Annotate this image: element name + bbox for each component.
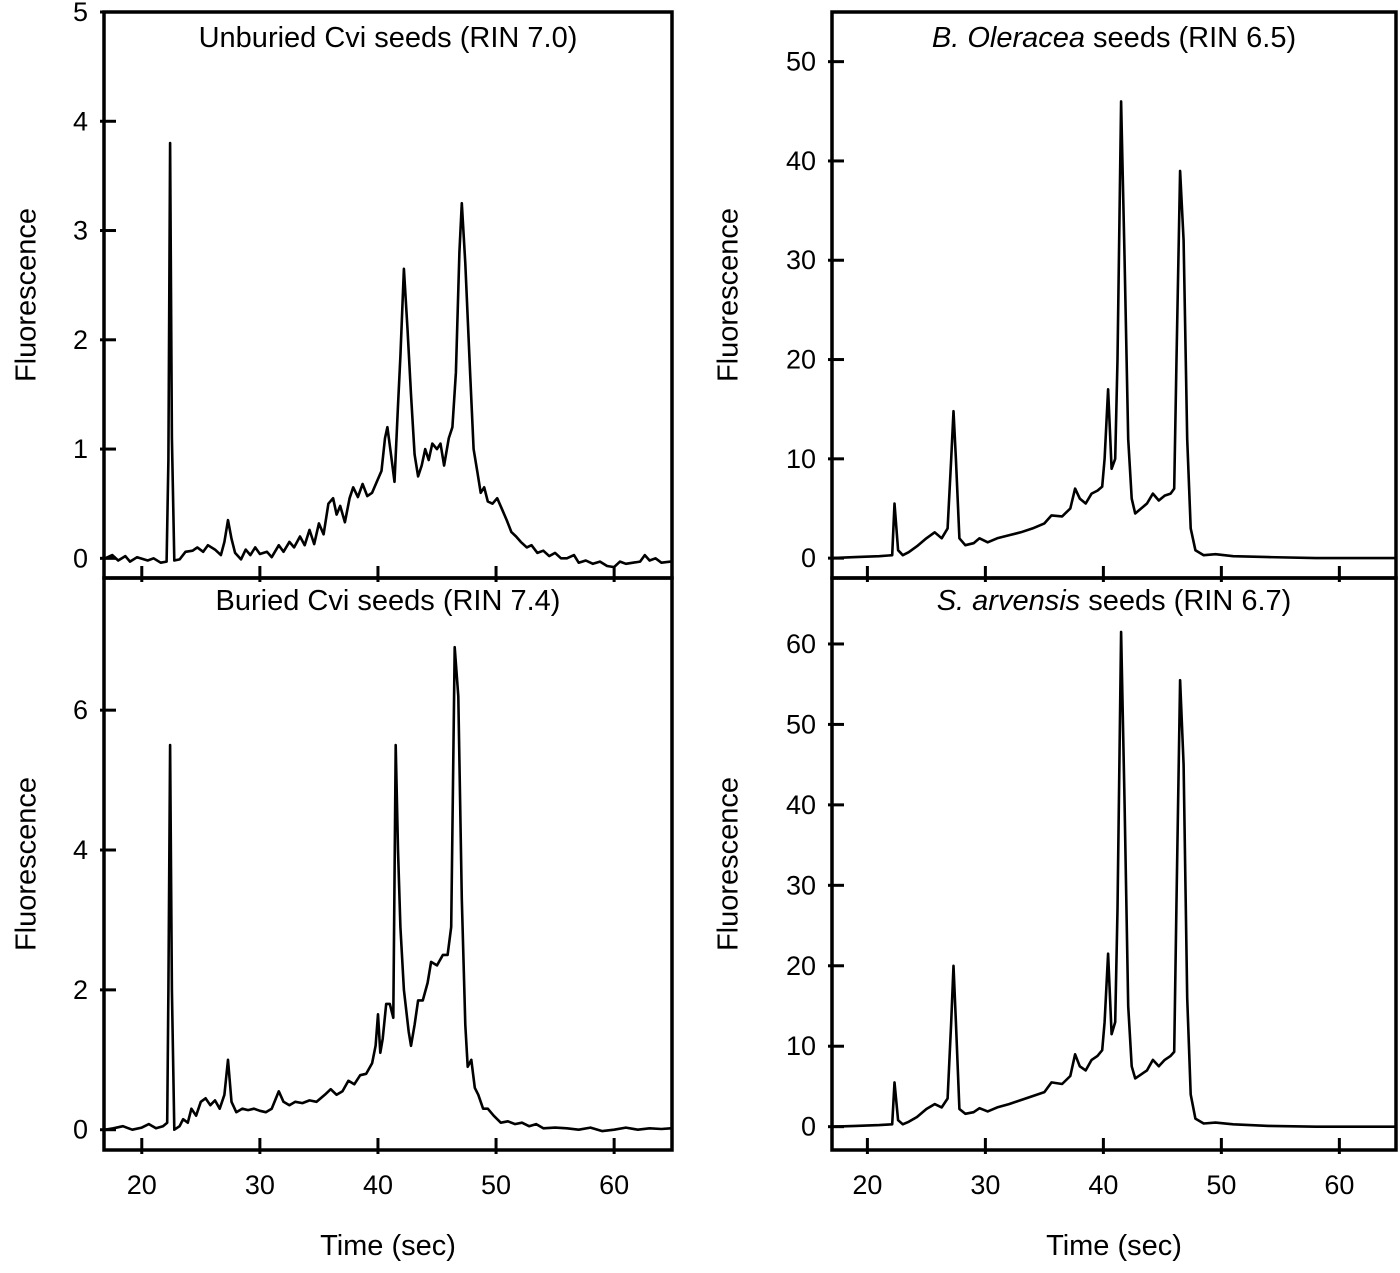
x-tick-label: 20: [852, 1170, 882, 1200]
y-tick-label: 4: [73, 106, 88, 136]
y-tick-label: 0: [73, 543, 88, 573]
series-line: [831, 100, 1396, 560]
panel-title-italic: B. Oleracea: [932, 22, 1085, 54]
x-tick-label: 20: [127, 1170, 157, 1200]
y-tick-label: 0: [801, 1112, 816, 1142]
y-tick-label: 1: [73, 434, 88, 464]
y-tick-label: 3: [73, 216, 88, 246]
y-tick-label: 30: [786, 245, 816, 275]
x-tick-label: 50: [1206, 1170, 1236, 1200]
x-tick-label: 60: [1324, 1170, 1354, 1200]
x-tick-label: 30: [245, 1170, 275, 1200]
panel-title: Unburied Cvi seeds (RIN 7.0): [199, 22, 578, 54]
plot-frame: [830, 576, 1398, 1152]
y-tick-label: 6: [73, 695, 88, 725]
y-tick-label: 4: [73, 835, 88, 865]
series-line: [831, 630, 1396, 1128]
panel-title-text: Buried Cvi seeds (RIN 7.4): [216, 585, 561, 617]
panel-title-text: Unburied Cvi seeds (RIN 7.0): [199, 22, 578, 54]
x-tick-label: 60: [599, 1170, 629, 1200]
x-axis-label: Time (sec): [320, 1230, 456, 1262]
plot-frame: [102, 576, 674, 1152]
x-tick-label: 40: [363, 1170, 393, 1200]
panel-title: S. arvensis seeds (RIN 6.7): [937, 585, 1292, 617]
y-axis-label: Fluorescence: [11, 208, 43, 382]
panel-4: 0 10 20 30 40 50 60 20 30 40 50 60 S. arvensis seeds…: [713, 576, 1398, 1262]
y-tick-label: 0: [801, 543, 816, 573]
x-axis-label: Time (sec): [1046, 1230, 1182, 1262]
y-tick-label: 10: [786, 444, 816, 474]
panel-3: 0 10 20 30 40 50 B. Oleracea seeds (RIN 6.5) Fl…: [713, 10, 1398, 582]
panel-title: B. Oleracea seeds (RIN 6.5): [932, 22, 1296, 54]
y-tick-label: 10: [786, 1031, 816, 1061]
x-tick-label: 50: [481, 1170, 511, 1200]
y-tick-label: 20: [786, 951, 816, 981]
y-tick-label: 2: [73, 975, 88, 1005]
panel-2: 0 2 4 6 20 30 40 50 60 Buried Cvi seeds (RIN 7.4)…: [11, 576, 674, 1262]
y-tick-label: 20: [786, 345, 816, 375]
x-tick-label: 30: [970, 1170, 1000, 1200]
y-axis-label: Fluorescence: [11, 777, 43, 951]
series-line: [104, 645, 671, 1133]
y-tick-label: 50: [786, 47, 816, 77]
panel-title-text: seeds (RIN 6.7): [1080, 585, 1291, 617]
y-tick-label: 40: [786, 146, 816, 176]
panel-title-italic: S. arvensis: [937, 585, 1080, 617]
y-tick-label: 30: [786, 870, 816, 900]
panel-title: Buried Cvi seeds (RIN 7.4): [216, 585, 561, 617]
plot-frame: [102, 10, 674, 580]
series-line: [104, 141, 671, 569]
x-tick-label: 40: [1088, 1170, 1118, 1200]
y-tick-label: 40: [786, 790, 816, 820]
plot-frame: [830, 10, 1398, 580]
y-tick-label: 0: [73, 1115, 88, 1145]
panel-1: 0 1 2 3 4 5 Unburied Cvi seeds (RIN 7.0) Fluore…: [11, 0, 674, 582]
y-tick-label: 60: [786, 629, 816, 659]
y-tick-label: 2: [73, 325, 88, 355]
y-tick-label: 5: [73, 0, 88, 27]
y-axis-label: Fluorescence: [713, 208, 745, 382]
y-axis-label: Fluorescence: [713, 777, 745, 951]
y-tick-label: 50: [786, 709, 816, 739]
panel-title-text: seeds (RIN 6.5): [1085, 22, 1296, 54]
